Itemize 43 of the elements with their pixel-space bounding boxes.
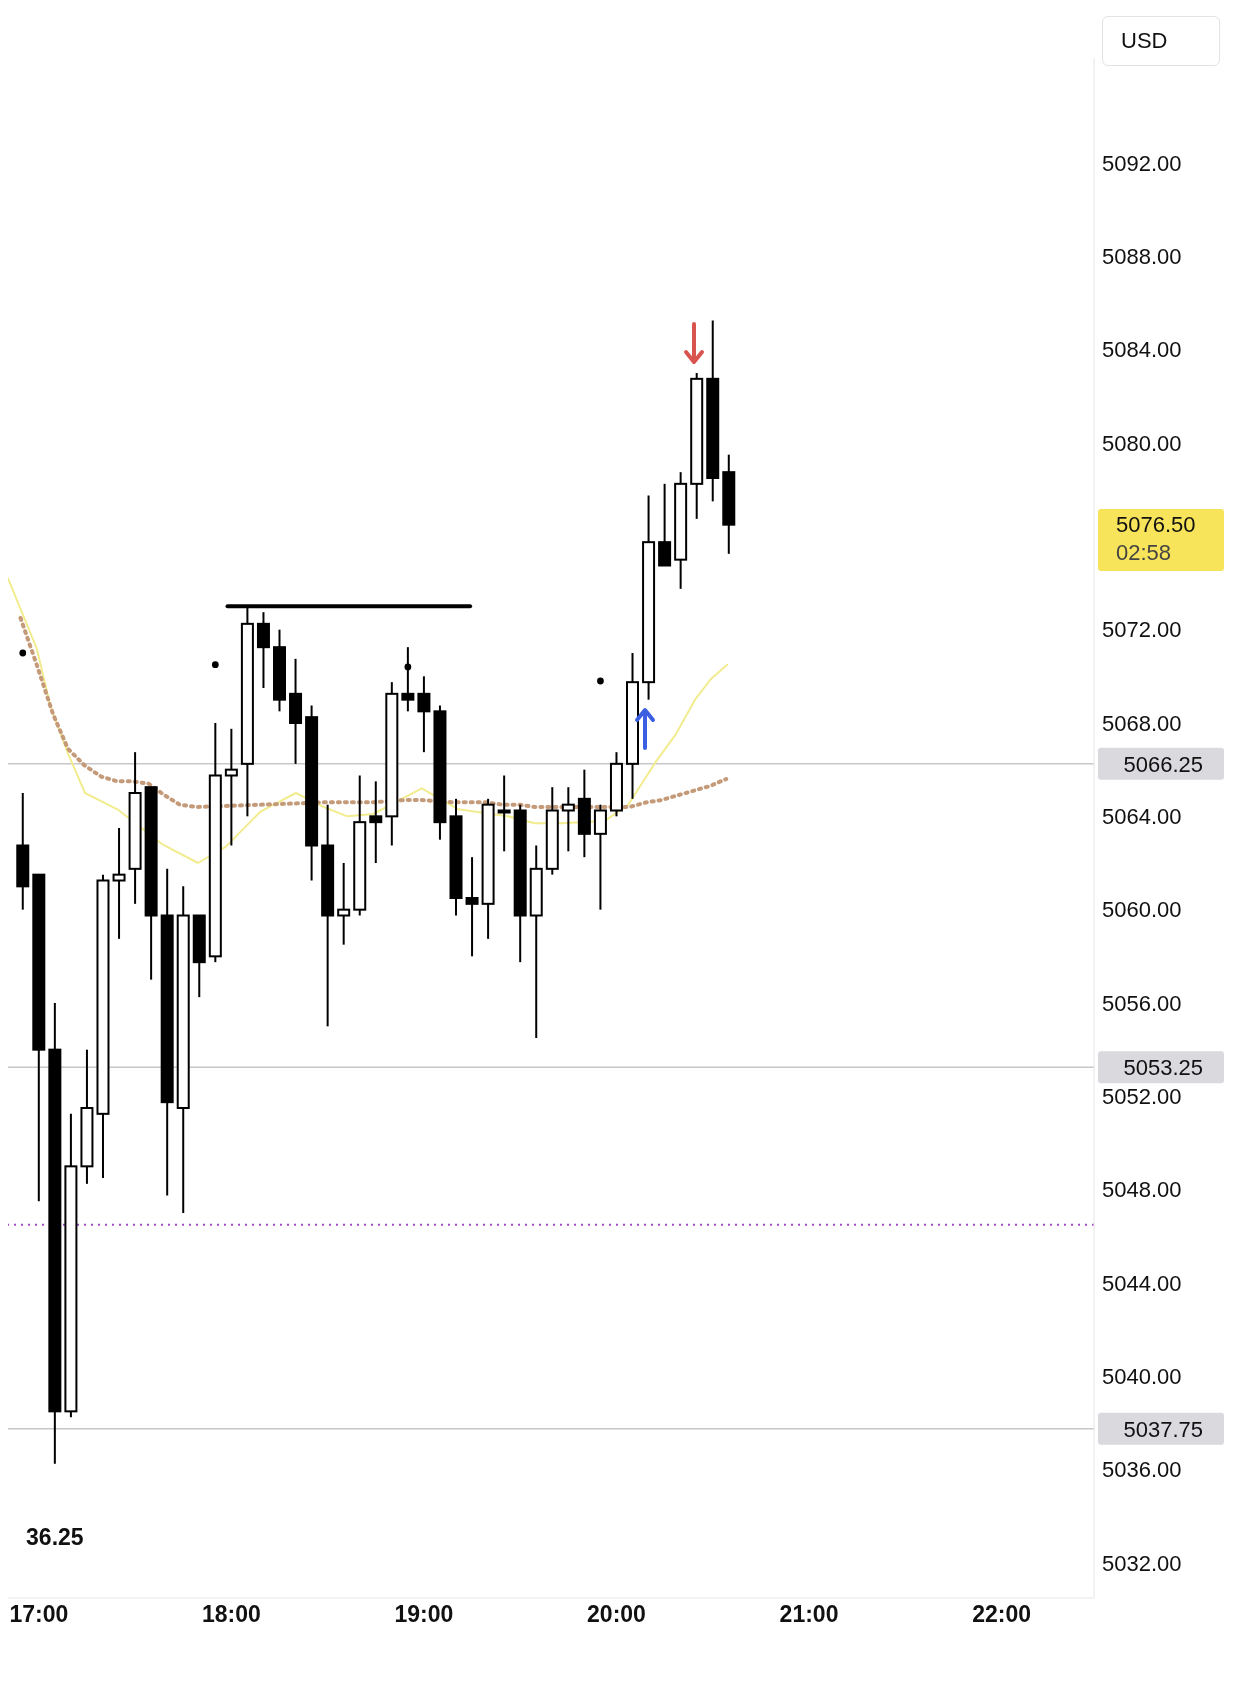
line-series bbox=[8, 577, 729, 864]
ref-line-label: 5066.25 bbox=[1123, 751, 1203, 777]
x-tick-label: 20:00 bbox=[587, 1601, 646, 1628]
y-tick-label: 5044.00 bbox=[1102, 1270, 1182, 1296]
y-tick-label: 5036.00 bbox=[1102, 1457, 1182, 1483]
y-axis-title: USD bbox=[1102, 16, 1220, 66]
x-tick-label: 17:00 bbox=[9, 1601, 69, 1628]
y-tick-label: 5088.00 bbox=[1102, 244, 1182, 270]
y-tick-label: 5052.00 bbox=[1102, 1084, 1182, 1110]
y-tick-label: 5080.00 bbox=[1102, 430, 1182, 456]
candlestick bbox=[256, 611, 270, 689]
text: 02:58 bbox=[1116, 538, 1173, 567]
y-tick-label: 5092.00 bbox=[1102, 150, 1182, 176]
y-tick-label: 5064.00 bbox=[1102, 804, 1182, 830]
y-tick-label: 5056.00 bbox=[1102, 990, 1182, 1016]
y-tick-label: 5040.00 bbox=[1102, 1364, 1182, 1390]
candlestick bbox=[497, 774, 511, 853]
y-tick-label: 5048.00 bbox=[1102, 1177, 1182, 1203]
candlestick bbox=[465, 856, 479, 958]
point bbox=[19, 649, 27, 657]
x-tick-label: 21:00 bbox=[779, 1601, 839, 1628]
candlestick bbox=[593, 803, 607, 911]
candlestick bbox=[224, 727, 238, 847]
candlestick bbox=[337, 862, 351, 946]
x-tick-label: 18:00 bbox=[201, 1601, 261, 1628]
y-tick-label: 5084.00 bbox=[1102, 337, 1182, 363]
annotation: 36.25 bbox=[25, 1523, 85, 1551]
y-tick-label: 5068.00 bbox=[1102, 710, 1182, 736]
point bbox=[597, 677, 604, 685]
y-tick-label: 5032.00 bbox=[1102, 1550, 1182, 1576]
ref-line-label: 5053.25 bbox=[1123, 1055, 1203, 1081]
candlestick bbox=[369, 780, 383, 864]
candlestick bbox=[112, 827, 126, 940]
ref-line-label: 5037.75 bbox=[1123, 1416, 1203, 1442]
candlestick bbox=[561, 786, 575, 853]
x-tick-label: 22:00 bbox=[972, 1601, 1031, 1628]
point bbox=[211, 661, 219, 669]
x-tick-label: 19:00 bbox=[394, 1601, 454, 1628]
text: 5076.50 bbox=[1116, 510, 1197, 539]
y-tick-label: 5060.00 bbox=[1102, 897, 1182, 923]
candlestick bbox=[658, 482, 672, 567]
candlestick bbox=[417, 675, 431, 754]
y-tick-label: 5072.00 bbox=[1102, 617, 1182, 643]
